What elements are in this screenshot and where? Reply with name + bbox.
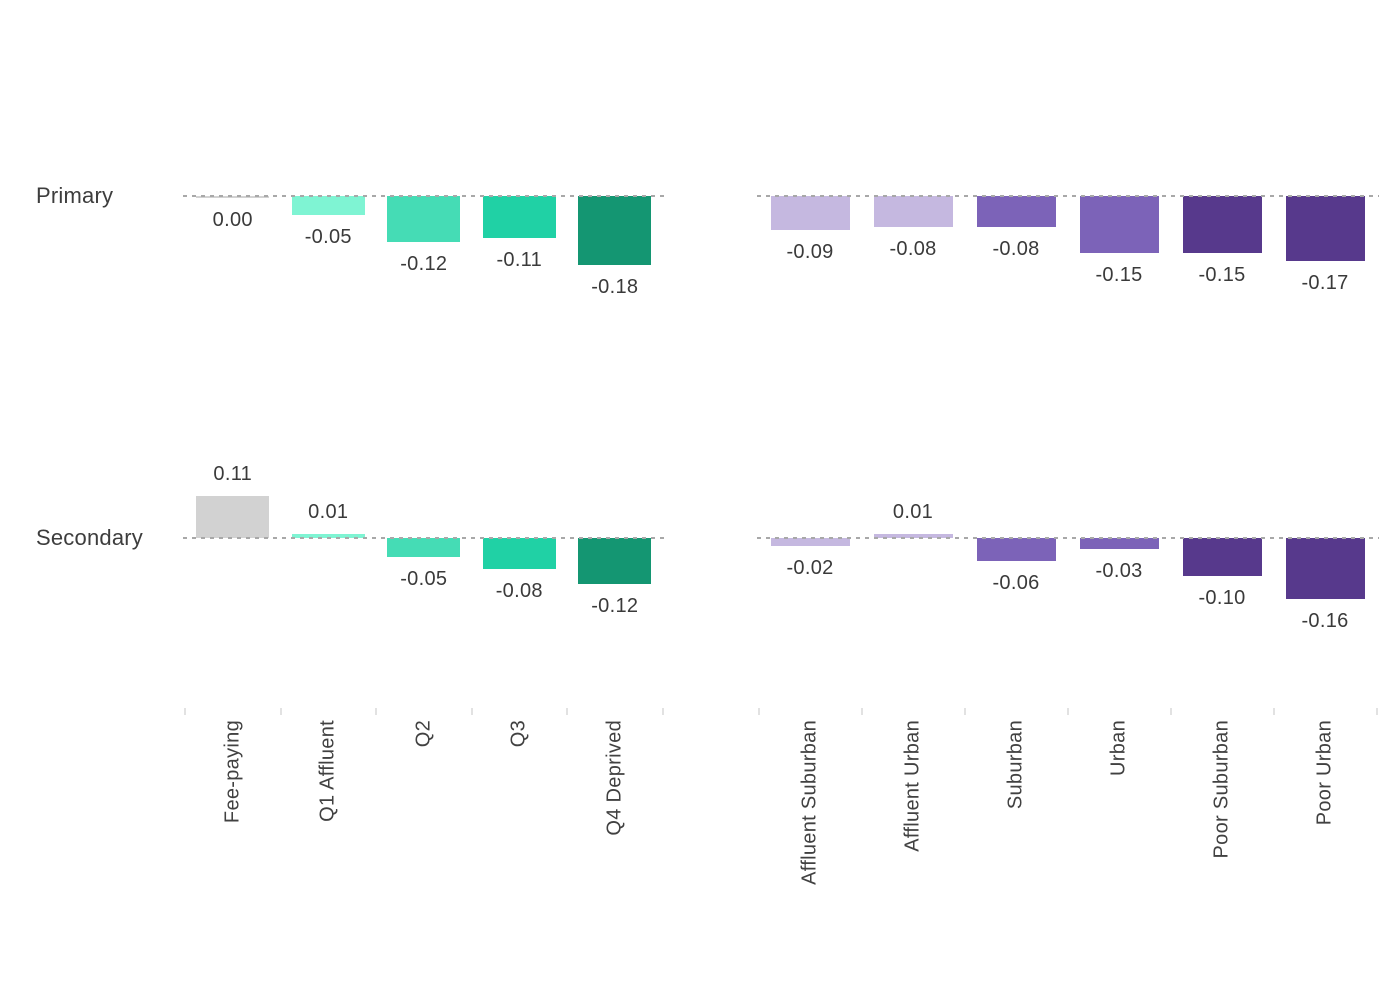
value-label-secondary-suburban: -0.06: [992, 572, 1040, 594]
category-label-text: Q4 Deprived: [603, 720, 626, 836]
value-label-secondary-q1-affluent: 0.01: [308, 501, 349, 523]
value-label-secondary-affluent-urban: 0.01: [892, 501, 934, 523]
bar-secondary-q4-deprived: [578, 538, 652, 584]
category-label-text: Fee-paying: [221, 720, 244, 824]
category-label-q1-affluent: Q1 Affluent: [317, 720, 340, 822]
zero-line-primary-school-type: [183, 195, 665, 197]
row-label-secondary: Secondary: [36, 525, 143, 550]
axis-tick: [860, 708, 863, 715]
value-label-primary-affluent-suburban: -0.09: [786, 241, 834, 263]
bar-primary-q4-deprived: [578, 196, 652, 265]
value-label-primary-q3: -0.11: [496, 249, 543, 271]
bar-secondary-suburban: [976, 538, 1056, 561]
axis-tick: [963, 708, 966, 715]
value-label-secondary-fee-paying: 0.11: [213, 463, 253, 485]
category-label-text: Urban: [1107, 720, 1130, 776]
category-label-text: Poor Urban: [1313, 720, 1336, 826]
value-label-secondary-q4-deprived: -0.12: [591, 595, 639, 617]
bar-secondary-q1-affluent: [291, 534, 365, 538]
category-label-affluent-urban: Affluent Urban: [902, 720, 925, 852]
category-label-q2: Q2: [412, 720, 435, 747]
value-label-secondary-affluent-suburban: -0.02: [786, 557, 834, 579]
bar-primary-suburban: [976, 196, 1056, 227]
value-label-secondary-poor-suburban: -0.10: [1198, 587, 1246, 609]
value-label-primary-q2: -0.12: [400, 253, 448, 275]
value-label-secondary-urban: -0.03: [1095, 560, 1143, 582]
bar-secondary-affluent-suburban: [770, 538, 850, 546]
bar-primary-fee-paying: [196, 196, 270, 198]
value-label-secondary-q3: -0.08: [495, 580, 543, 602]
value-label-primary-poor-urban: -0.17: [1301, 272, 1349, 294]
bar-secondary-poor-urban: [1285, 538, 1365, 599]
category-label-suburban: Suburban: [1005, 720, 1028, 809]
axis-tick: [1375, 708, 1378, 715]
axis-tick: [470, 708, 473, 715]
category-label-text: Affluent Suburban: [798, 720, 821, 885]
axis-tick: [757, 708, 760, 715]
bar-primary-poor-urban: [1285, 196, 1365, 261]
value-label-primary-poor-suburban: -0.15: [1198, 264, 1246, 286]
zero-line-secondary-neighbourhood-type: [756, 537, 1379, 539]
bar-primary-q3: [482, 196, 556, 238]
category-label-poor-suburban: Poor Suburban: [1211, 720, 1234, 858]
value-label-primary-suburban: -0.08: [992, 238, 1040, 260]
axis-tick: [661, 708, 664, 715]
axis-tick: [1169, 708, 1172, 715]
category-label-affluent-suburban: Affluent Suburban: [799, 720, 822, 885]
bar-secondary-fee-paying: [196, 496, 270, 538]
bar-primary-affluent-urban: [873, 196, 953, 227]
category-label-q4-deprived: Q4 Deprived: [603, 720, 626, 836]
bar-primary-q1-affluent: [291, 196, 365, 215]
category-label-text: Q2: [412, 720, 435, 748]
axis-tick: [1272, 708, 1275, 715]
value-label-secondary-poor-urban: -0.16: [1301, 610, 1349, 632]
category-label-poor-urban: Poor Urban: [1314, 720, 1337, 825]
bar-secondary-urban: [1079, 538, 1159, 549]
zero-line-primary-neighbourhood-type: [756, 195, 1379, 197]
axis-tick: [566, 708, 568, 715]
value-label-primary-affluent-urban: -0.08: [889, 238, 937, 260]
value-label-primary-urban: -0.15: [1095, 264, 1143, 286]
axis-tick: [375, 708, 377, 715]
bar-secondary-affluent-urban: [873, 534, 953, 538]
row-label-primary: Primary: [36, 183, 114, 208]
bar-primary-affluent-suburban: [770, 196, 850, 230]
category-label-q3: Q3: [508, 720, 531, 747]
bar-secondary-q2: [387, 538, 461, 557]
zero-line-secondary-school-type: [183, 537, 665, 539]
value-label-secondary-q2: -0.05: [400, 568, 448, 590]
axis-tick: [1066, 708, 1069, 715]
bar-primary-poor-suburban: [1182, 196, 1262, 253]
bar-secondary-poor-suburban: [1182, 538, 1262, 576]
value-label-primary-q4-deprived: -0.18: [591, 276, 639, 298]
category-label-text: Suburban: [1004, 720, 1027, 810]
category-label-fee-paying: Fee-paying: [221, 720, 244, 823]
axis-tick: [184, 708, 186, 715]
category-label-text: Poor Suburban: [1210, 720, 1233, 859]
bar-secondary-q3: [482, 538, 556, 569]
axis-tick: [279, 708, 282, 715]
category-label-text: Affluent Urban: [901, 720, 924, 852]
value-label-primary-fee-paying: 0.00: [212, 209, 253, 231]
bar-primary-q2: [387, 196, 461, 242]
category-label-text: Q1 Affluent: [316, 720, 339, 822]
category-label-text: Q3: [507, 720, 530, 748]
bar-primary-urban: [1079, 196, 1159, 253]
value-label-primary-q1-affluent: -0.05: [304, 226, 352, 248]
category-label-urban: Urban: [1108, 720, 1131, 776]
